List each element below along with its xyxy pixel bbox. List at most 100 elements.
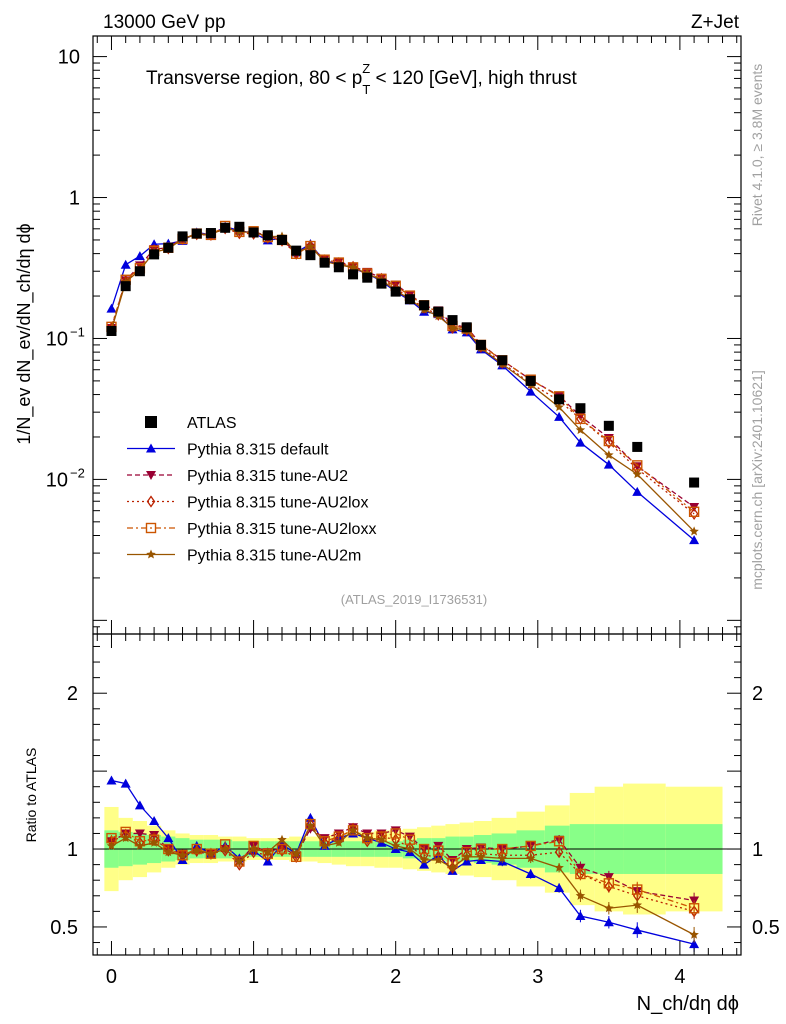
ratio-point — [163, 847, 174, 857]
ratio-point — [462, 849, 472, 862]
legend-entry: ATLAS — [145, 415, 237, 432]
legend-marker — [145, 416, 157, 428]
ratio-point — [525, 868, 536, 878]
ratio-point — [177, 850, 188, 860]
data-point — [554, 411, 565, 421]
main-frame — [92, 35, 742, 635]
ratio-y-tick-label: 1 — [67, 839, 78, 861]
ratio-point — [106, 840, 117, 850]
chart-title-sub: T — [362, 82, 370, 97]
x-tick-label: 2 — [390, 966, 401, 988]
data-point — [603, 459, 614, 469]
atlas-point — [177, 231, 188, 242]
ratio-point — [603, 917, 614, 927]
ratio-point — [362, 833, 373, 843]
ratio-point — [163, 833, 174, 843]
ratio-point — [575, 868, 586, 880]
y-tick-label: 1 — [69, 188, 80, 210]
data-point — [632, 486, 643, 496]
ratio-y-tick-label: 0.5 — [50, 917, 78, 939]
legend-marker — [146, 471, 156, 480]
legend-label: ATLAS — [187, 415, 237, 432]
atlas-point — [234, 221, 245, 232]
ratio-point — [525, 840, 536, 852]
data-point — [632, 469, 643, 479]
ratio-point — [688, 903, 700, 914]
y-tick-label: 10 — [46, 328, 68, 350]
ratio-point — [135, 840, 145, 850]
atlas-point — [134, 266, 145, 277]
atlas-point — [106, 325, 117, 336]
ratio-point — [554, 862, 564, 872]
atlas-point — [291, 245, 302, 256]
ratio-point — [164, 844, 173, 857]
atlas-point — [525, 375, 536, 386]
ratio-point — [419, 854, 429, 864]
ratio-point — [476, 851, 486, 861]
x-tick-label: 1 — [248, 966, 259, 988]
data-point — [134, 251, 145, 261]
ratio-point — [263, 849, 273, 862]
data-point — [525, 386, 536, 396]
ratio-point — [447, 862, 458, 872]
data-point — [575, 437, 586, 447]
ratio-point — [234, 856, 245, 866]
ratio-point — [334, 837, 344, 847]
analysis-watermark: (ATLAS_2019_I1736531) — [341, 592, 487, 607]
data-point — [689, 535, 700, 545]
legend-marker — [146, 495, 156, 508]
atlas-point — [689, 477, 700, 488]
atlas-point — [362, 272, 373, 283]
ratio-point — [632, 900, 643, 910]
y-tick-label: 10 — [58, 47, 80, 69]
ratio-point — [419, 859, 430, 869]
atlas-point — [554, 394, 565, 405]
chart-title-sup: Z — [362, 61, 370, 76]
ratio-point — [291, 848, 301, 858]
ratio-point — [305, 812, 316, 822]
ratio-point — [206, 848, 216, 858]
legend-label: Pythia 8.315 default — [187, 442, 329, 459]
legend-label: Pythia 8.315 tune-AU2 — [187, 468, 348, 485]
ratio-point — [248, 844, 259, 854]
ratio-point — [632, 925, 643, 935]
ratio-point — [689, 939, 700, 949]
series-atlas — [106, 221, 700, 488]
data-point — [390, 280, 401, 290]
y-tick-label-exponent: −2 — [70, 465, 85, 480]
ratio-point — [348, 822, 358, 835]
ratio-point — [120, 778, 131, 788]
ratio-point — [575, 890, 586, 900]
atlas-point — [205, 228, 216, 239]
mcplots-label: mcplots.cern.ch [arXiv:2401.10621] — [749, 370, 765, 589]
series-line-main — [110, 227, 695, 532]
ratio-point — [134, 800, 145, 810]
atlas-point — [390, 286, 401, 297]
chart-title-tail: < 120 [GeV], high thrust — [370, 68, 577, 89]
legend-entry: Pythia 8.315 default — [127, 442, 329, 459]
ratio-point — [461, 851, 472, 861]
data-point — [604, 436, 614, 449]
x-axis-label: N_ch/dη dϕ — [637, 993, 739, 1015]
ratio-point — [554, 882, 565, 892]
ratio-point — [418, 843, 430, 855]
legend-marker — [145, 522, 157, 534]
ratio-y-axis-label: Ratio to ATLAS — [23, 748, 39, 843]
ratio-point — [134, 829, 145, 839]
legend: ATLAS Pythia 8.315 default Pythia 8.315 tu… — [127, 415, 376, 565]
legend-label: Pythia 8.315 tune-AU2loxx — [187, 521, 376, 538]
atlas-point — [376, 278, 387, 289]
ratio-point — [405, 841, 415, 854]
ratio-point — [553, 836, 565, 847]
data-point — [603, 435, 615, 447]
atlas-point — [277, 234, 287, 245]
atlas-point — [262, 230, 273, 241]
ratio-point — [120, 833, 131, 843]
atlas-point — [497, 355, 508, 366]
data-point — [348, 262, 358, 272]
data-point — [689, 526, 699, 536]
ratio-point — [149, 837, 159, 847]
atlas-point — [433, 306, 444, 317]
y-tick-label: 10 — [46, 469, 68, 491]
